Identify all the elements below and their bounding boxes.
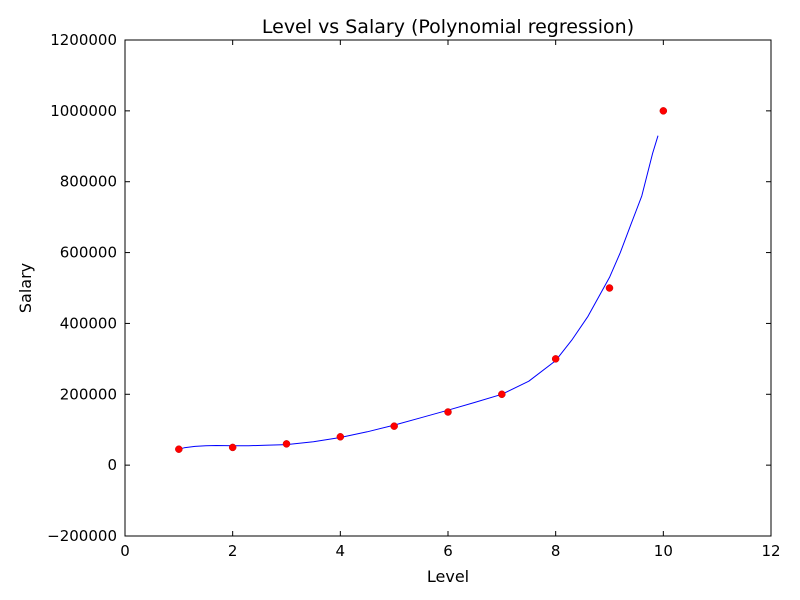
data-point [336, 433, 345, 441]
y-tick-label: 800000 [60, 173, 117, 191]
data-point [282, 440, 291, 448]
x-tick-label: 2 [228, 542, 238, 560]
regression-line [178, 135, 659, 450]
data-point [605, 284, 614, 292]
y-axis-label: Salary [16, 263, 35, 313]
x-tick-label: 4 [336, 542, 346, 560]
data-point [659, 107, 668, 115]
y-tick-label: 1200000 [50, 31, 117, 49]
chart-title: Level vs Salary (Polynomial regression) [262, 16, 634, 38]
y-tick-label: 400000 [60, 314, 117, 332]
x-tick-label: 12 [761, 542, 780, 560]
x-axis-label: Level [427, 567, 469, 586]
y-axis-ticks: −200000 0 200000 400000 600000 800000 1000000 1… [47, 31, 771, 545]
y-tick-label: −200000 [47, 527, 117, 545]
data-point [390, 422, 398, 430]
x-tick-label: 0 [120, 542, 130, 560]
y-tick-label: 600000 [60, 244, 117, 262]
x-tick-label: 8 [551, 542, 561, 560]
data-point [228, 443, 237, 452]
y-tick-label: 0 [107, 456, 117, 474]
plot-area [124, 39, 772, 537]
data-point [551, 355, 560, 363]
data-point [175, 445, 183, 453]
data-point [498, 390, 506, 399]
series-layer [175, 107, 668, 453]
data-point [444, 408, 452, 416]
x-tick-label: 6 [443, 542, 453, 560]
x-tick-label: 10 [654, 542, 673, 560]
x-axis-ticks: 0 2 4 6 8 10 12 [120, 40, 781, 560]
y-tick-label: 1000000 [50, 102, 117, 120]
y-tick-label: 200000 [60, 385, 117, 403]
